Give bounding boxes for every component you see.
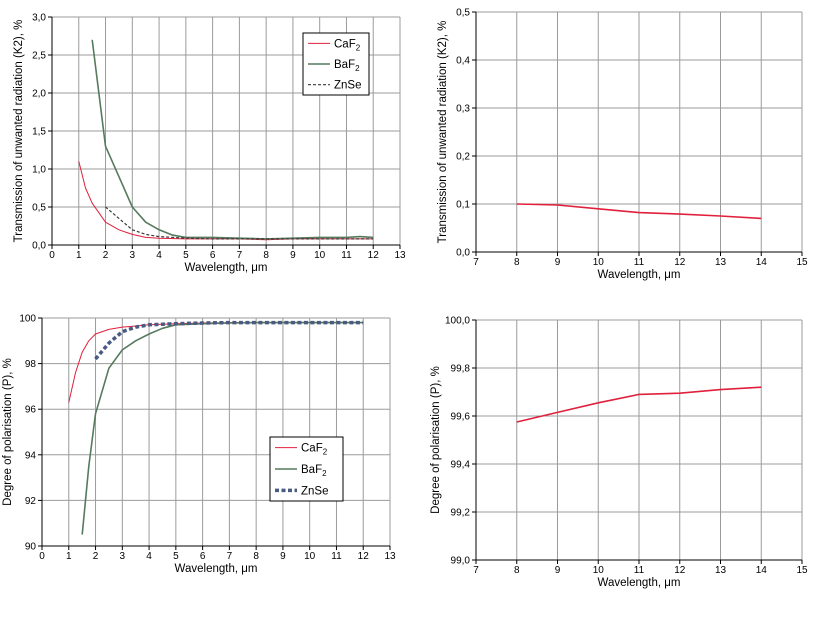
x-tick-label: 11	[341, 250, 352, 261]
y-tick-label: 1,0	[32, 165, 46, 176]
y-tick-label: 0,0	[32, 241, 46, 252]
y-tick-label: 0,5	[456, 8, 470, 19]
x-tick-label: 11	[634, 257, 645, 268]
x-tick-label: 9	[280, 551, 286, 562]
x-tick-label: 6	[200, 551, 206, 562]
x-tick-label: 14	[756, 565, 768, 576]
y-tick-label: 0,2	[456, 152, 470, 163]
y-axis-label: Degree of polarisation (P), %	[2, 358, 14, 506]
legend-label: CaF2	[301, 443, 328, 457]
x-tick-label: 7	[473, 257, 479, 268]
chart-tl: 0 1 2 3 4 5 6 7 8 9 10 11 12 130,00,51,01,52,02,53,0W…	[13, 13, 406, 275]
y-tick-label: 100,0	[445, 316, 470, 327]
x-axis-label: Wavelength, μm	[175, 563, 258, 575]
x-tick-label: 9	[290, 250, 296, 261]
y-tick-label: 1,5	[32, 127, 46, 138]
chart-bl: 0 1 2 3 4 5 6 7 8 9 10 11 12 139092949698100Wavelengt…	[2, 314, 396, 576]
x-tick-label: 12	[674, 565, 686, 576]
y-tick-label: 0,1	[456, 200, 470, 211]
y-tick-label: 100	[19, 314, 36, 325]
x-tick-label: 6	[210, 250, 216, 261]
x-tick-label: 4	[156, 250, 162, 261]
x-tick-label: 5	[173, 551, 179, 562]
y-axis-label: Transmission of unwanted radiation (K2),…	[13, 20, 25, 243]
x-tick-label: 2	[103, 250, 109, 261]
y-tick-label: 3,0	[32, 13, 46, 24]
legend: CaF2 BaF2 ZnSe	[302, 32, 370, 96]
legend-label: ZnSe	[301, 485, 329, 497]
x-tick-label: 7	[227, 551, 233, 562]
x-tick-label: 10	[314, 250, 326, 261]
x-tick-label: 14	[756, 257, 768, 268]
x-tick-label: 8	[514, 257, 520, 268]
series-line-znse	[105, 206, 374, 240]
y-tick-label: 2,5	[32, 51, 46, 62]
series-line-series0	[516, 386, 762, 423]
y-tick-label: 2,0	[32, 89, 46, 100]
x-tick-label: 13	[715, 565, 727, 576]
y-axis-label: Transmission of unwanted radiation (K2),…	[437, 21, 449, 244]
y-tick-label: 0,5	[32, 203, 46, 214]
x-tick-label: 10	[593, 565, 605, 576]
y-tick-label: 0,0	[456, 248, 470, 259]
x-tick-label: 12	[674, 257, 686, 268]
x-tick-label: 11	[331, 551, 342, 562]
x-tick-label: 8	[263, 250, 269, 261]
legend-label: ZnSe	[334, 80, 362, 92]
y-tick-label: 99,4	[451, 460, 471, 471]
x-tick-label: 5	[183, 250, 189, 261]
series-line-baf2	[81, 321, 364, 535]
x-tick-label: 4	[146, 551, 152, 562]
x-tick-label: 12	[358, 551, 370, 562]
y-tick-label: 99,0	[451, 556, 471, 567]
x-tick-label: 1	[76, 250, 82, 261]
legend-label: BaF2	[334, 59, 360, 73]
y-tick-label: 99,6	[451, 412, 471, 423]
x-tick-label: 9	[555, 565, 561, 576]
x-tick-label: 0	[49, 250, 55, 261]
y-tick-label: 94	[25, 450, 37, 461]
x-tick-label: 3	[120, 551, 126, 562]
y-tick-label: 0,4	[456, 56, 470, 67]
y-tick-label: 90	[25, 542, 37, 553]
y-tick-label: 96	[25, 405, 37, 416]
x-axis-label: Wavelength, μm	[598, 269, 681, 281]
x-tick-label: 15	[796, 565, 808, 576]
y-tick-label: 99,2	[451, 508, 471, 519]
x-tick-label: 2	[93, 551, 99, 562]
x-axis-label: Wavelength, μm	[598, 577, 681, 589]
x-tick-label: 7	[237, 250, 243, 261]
series-line-series0	[516, 203, 762, 220]
y-axis-label: Degree of polarisation (P), %	[430, 366, 442, 514]
y-tick-label: 92	[25, 496, 37, 507]
series-line-znse	[94, 320, 364, 361]
y-tick-label: 0,3	[456, 104, 470, 115]
series-line-baf2	[91, 39, 374, 240]
chart-br: 7 8 9 10 11 12 13 14 15 99,0 99,2 99,4 99,6 99,8 100,0…	[430, 316, 808, 590]
series-line-caf2	[78, 161, 374, 241]
chart-tr: 7 8 9 10 11 12 13 14 15 0,0 0,1 0,2 0,3 0,4 0,5 Wavelen…	[437, 8, 808, 282]
x-tick-label: 15	[796, 257, 808, 268]
x-tick-label: 7	[473, 565, 479, 576]
legend-label: BaF2	[301, 464, 327, 478]
x-axis-label: Wavelength, μm	[185, 262, 268, 274]
x-tick-label: 0	[39, 551, 45, 562]
x-tick-label: 1	[66, 551, 72, 562]
x-tick-label: 10	[304, 551, 316, 562]
x-tick-label: 8	[514, 565, 520, 576]
x-tick-label: 3	[130, 250, 136, 261]
y-tick-label: 98	[25, 359, 37, 370]
x-tick-label: 11	[634, 565, 645, 576]
x-tick-label: 13	[384, 551, 396, 562]
x-tick-label: 12	[368, 250, 380, 261]
x-tick-label: 9	[555, 257, 561, 268]
x-tick-label: 8	[253, 551, 259, 562]
legend: CaF2 BaF2 ZnSe	[269, 436, 344, 502]
x-tick-label: 10	[593, 257, 605, 268]
x-tick-label: 13	[394, 250, 406, 261]
x-tick-label: 13	[715, 257, 727, 268]
legend-label: CaF2	[334, 38, 361, 52]
y-tick-label: 99,8	[451, 364, 471, 375]
